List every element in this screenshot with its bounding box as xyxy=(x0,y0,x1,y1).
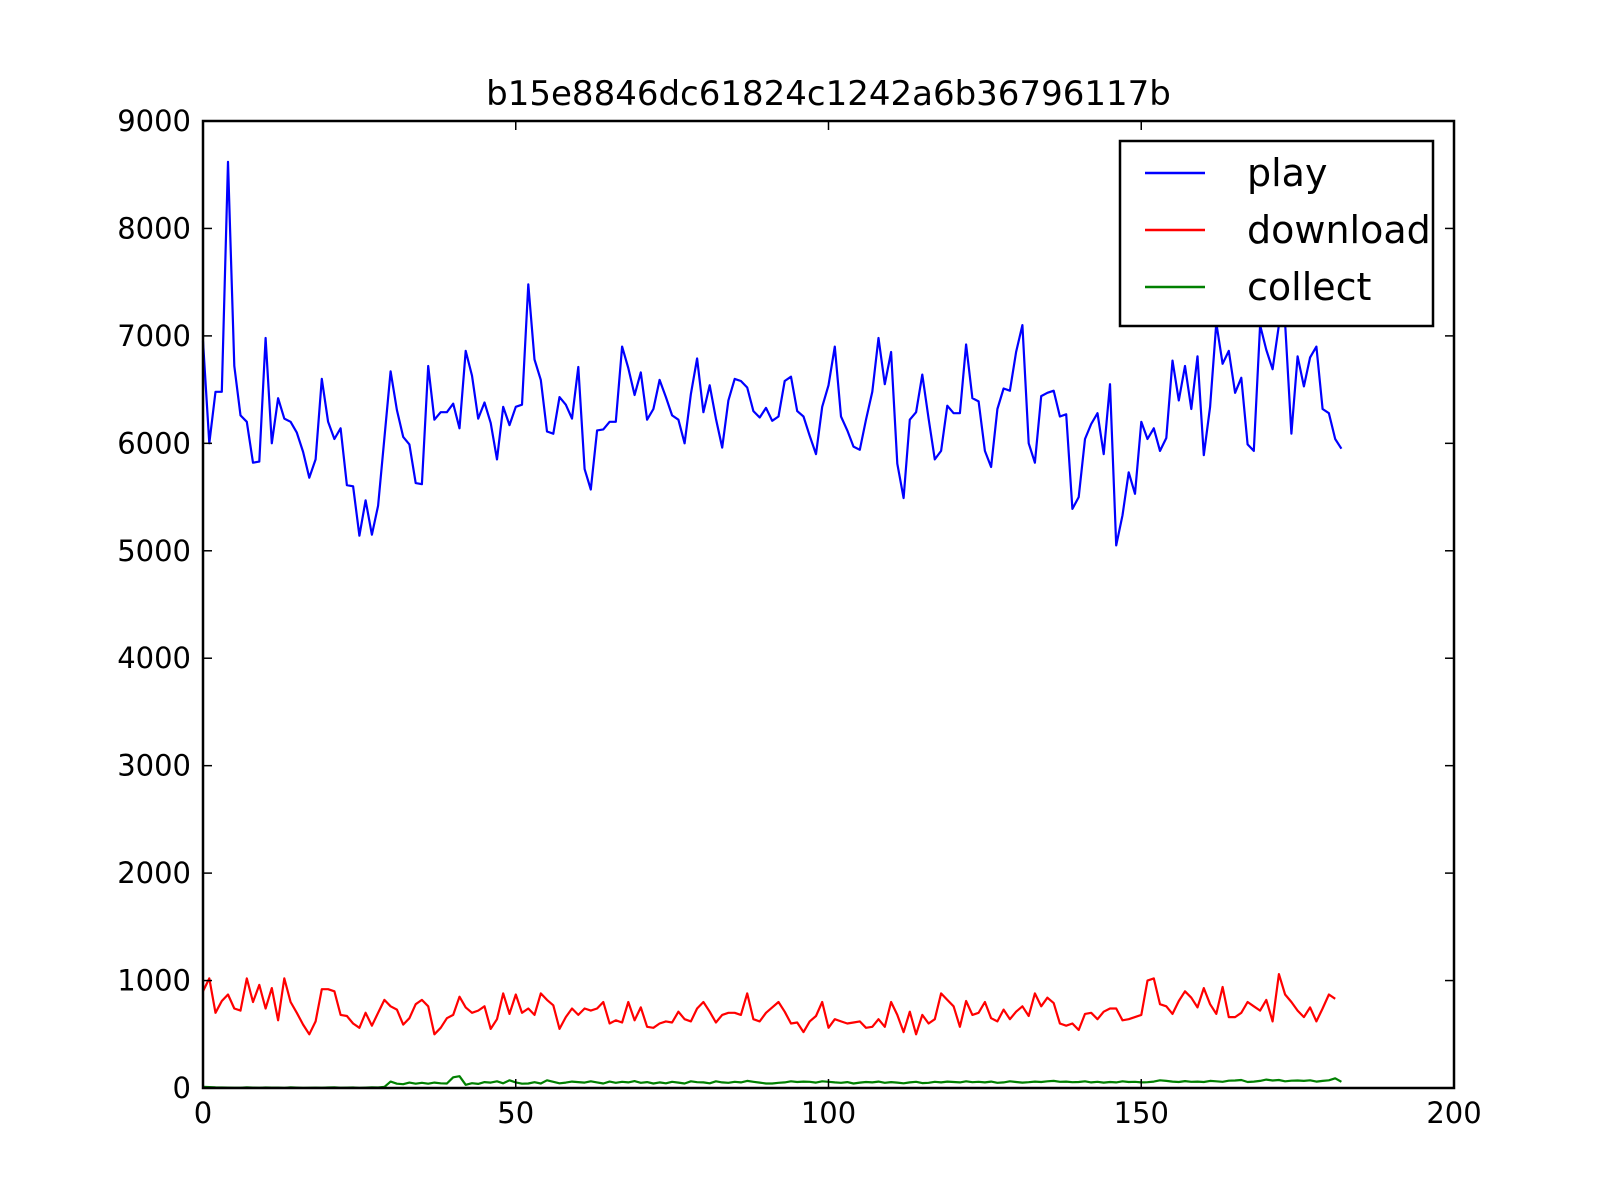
y-tick-label: 9000 xyxy=(117,104,191,138)
y-tick-label: 7000 xyxy=(117,319,191,353)
x-tick-label: 50 xyxy=(497,1096,534,1130)
series-line-play xyxy=(201,160,1343,547)
series-line-collect xyxy=(202,1075,1342,1089)
legend-label-collect: collect xyxy=(1247,265,1371,309)
x-tick-label: 200 xyxy=(1426,1096,1481,1130)
y-tick-label: 3000 xyxy=(117,749,191,783)
y-tick-label: 1000 xyxy=(117,964,191,998)
chart-title: b15e8846dc61824c1242a6b36796117b xyxy=(486,74,1171,114)
y-tick-label: 8000 xyxy=(117,211,191,245)
x-tick-label: 150 xyxy=(1114,1096,1169,1130)
y-tick-label: 2000 xyxy=(117,856,191,890)
y-tick-label: 0 xyxy=(173,1071,191,1105)
legend-label-download: download xyxy=(1247,208,1431,252)
x-tick-label: 100 xyxy=(801,1096,856,1130)
legend-label-play: play xyxy=(1247,151,1327,195)
y-tick-label: 6000 xyxy=(117,426,191,460)
legend: play download collect xyxy=(1118,139,1435,328)
series-line-download xyxy=(202,972,1336,1036)
y-tick-label: 4000 xyxy=(117,641,191,675)
axis-ticks: 0 50 100 150 2000100020003000400050006000700… xyxy=(117,104,1481,1130)
y-tick-label: 5000 xyxy=(117,534,191,568)
series-lines xyxy=(201,160,1343,1089)
x-tick-label: 0 xyxy=(194,1096,212,1130)
